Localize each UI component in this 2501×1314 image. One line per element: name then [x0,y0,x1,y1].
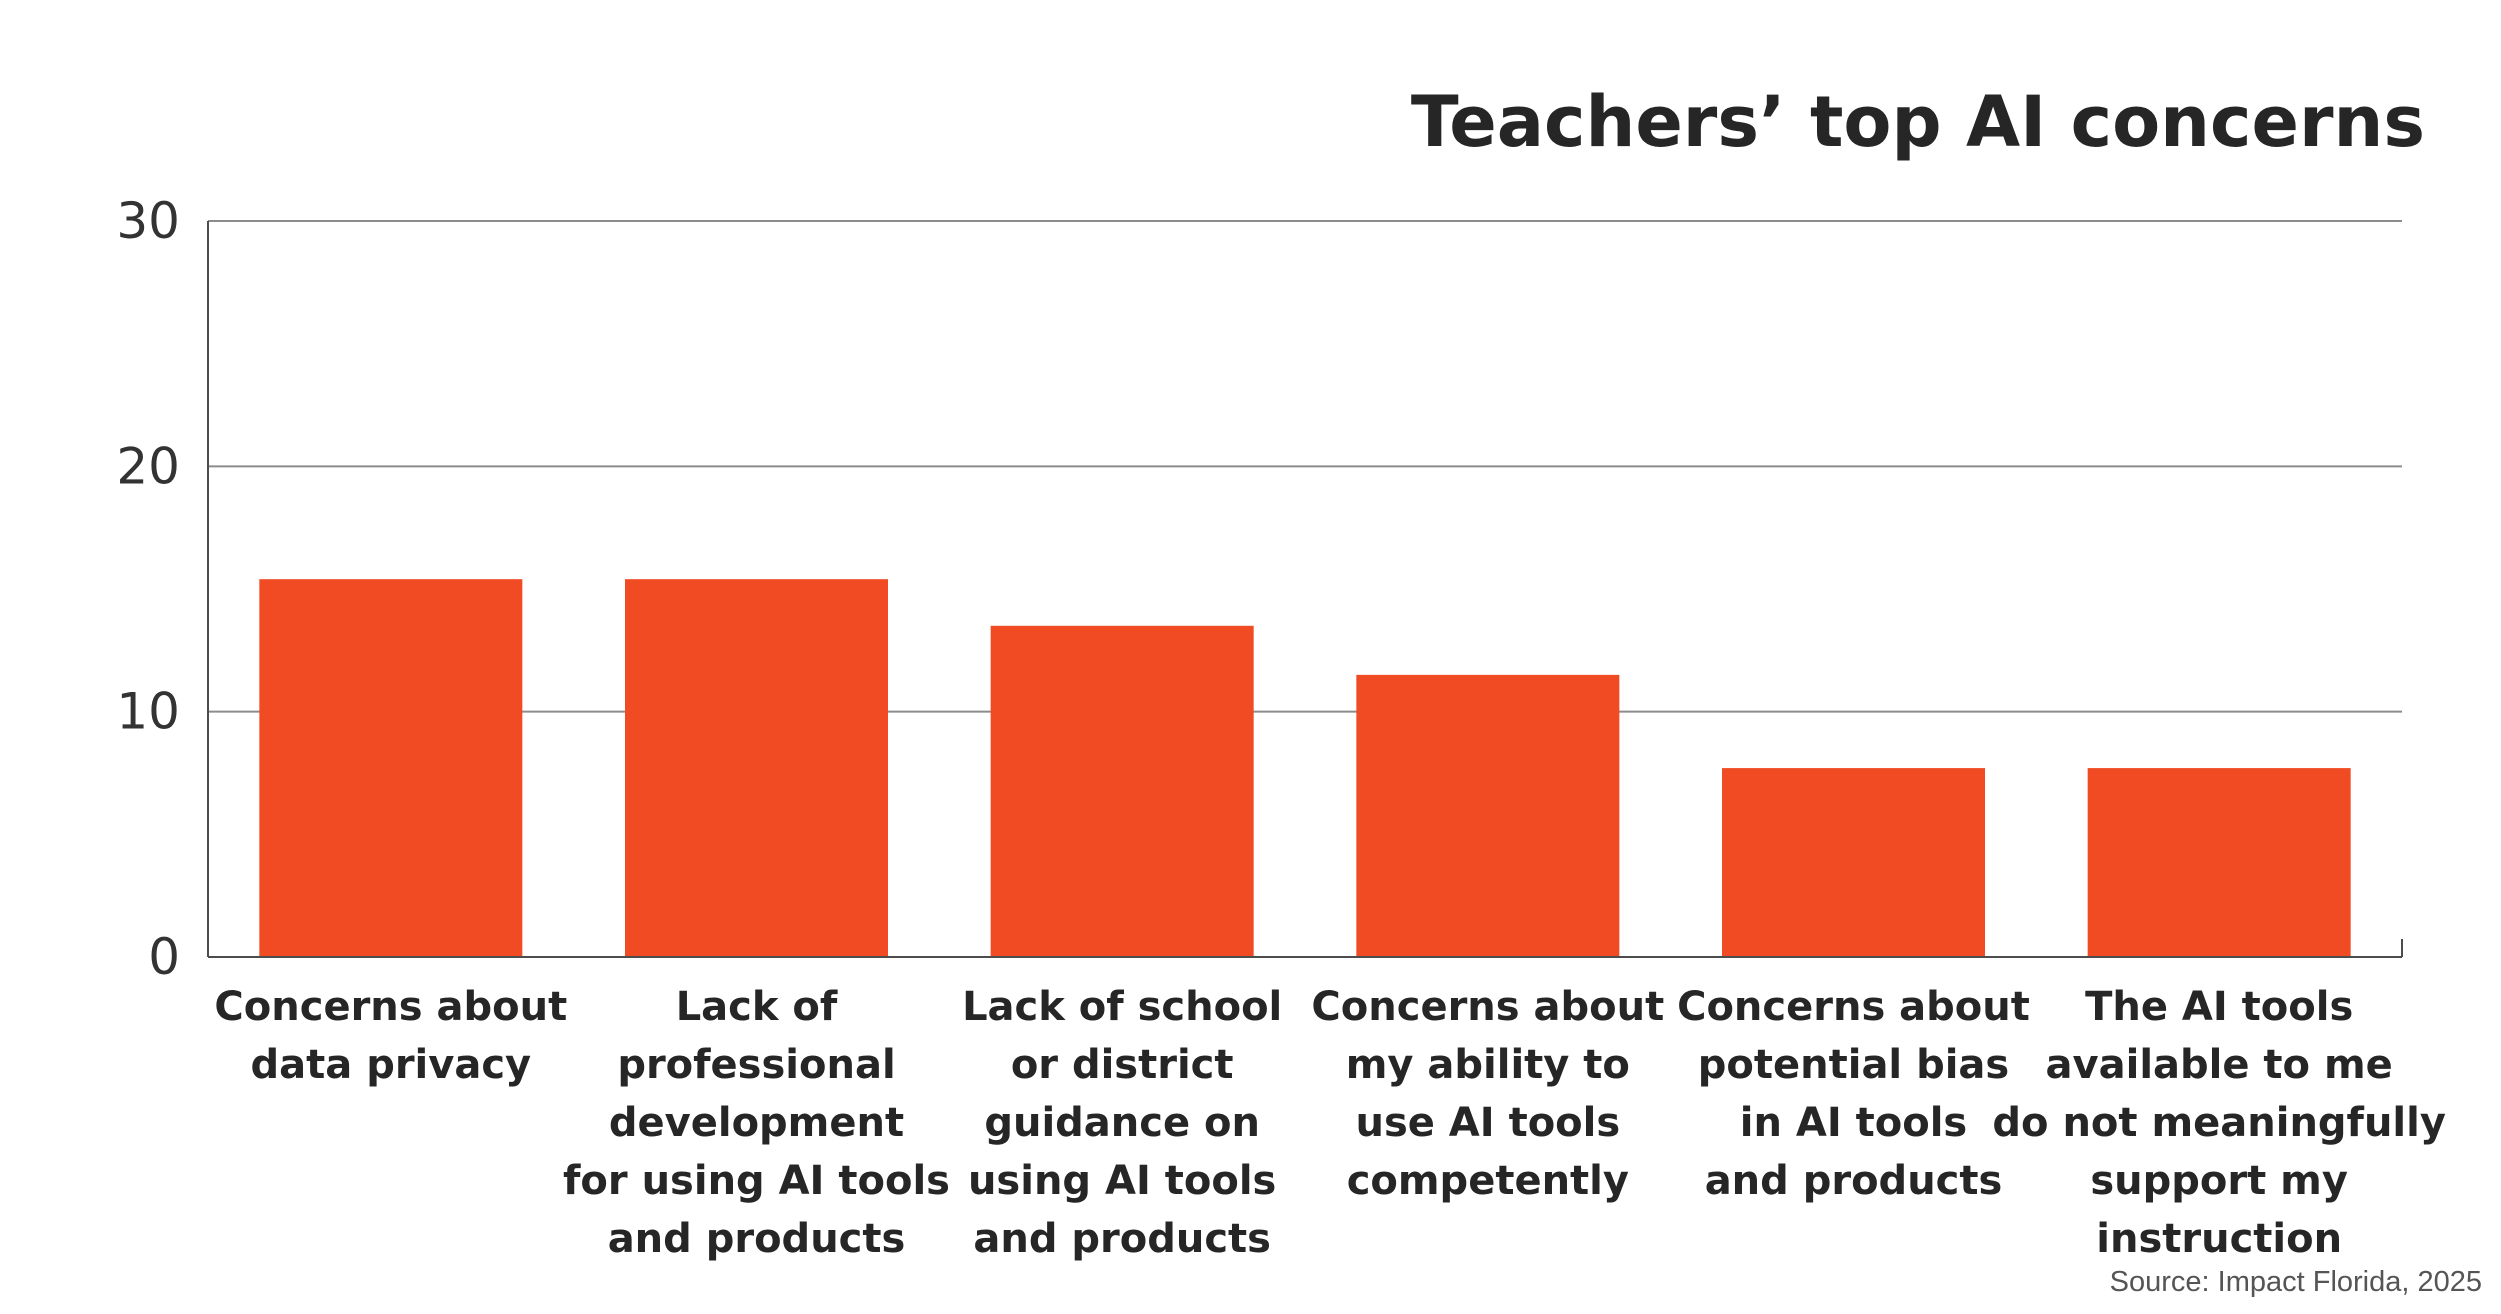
source-note: Source: Impact Florida, 2025 [2110,1266,2482,1298]
x-tick-label: Lack of school or district guidance on usin… [962,984,1282,1262]
x-tick-label: The AI tools available to me do not meanin… [1992,984,2446,1262]
bars [259,579,2351,957]
chart-title: Teachers’ top AI concerns [1411,81,2425,163]
bar [990,625,1254,957]
x-tick-label: Concerns about my ability to use AI tools c… [1311,984,1664,1204]
y-tick-label: 0 [148,928,180,986]
y-tick-label: 20 [116,437,180,495]
bar [625,579,888,957]
bar [2087,768,2351,957]
bar [1722,768,1985,957]
y-tick-label: 30 [116,192,180,250]
x-tick-label: Concerns about potential bias in AI tools a… [1677,984,2030,1204]
bar [1356,674,1620,957]
axes [207,221,2403,958]
bar [259,579,523,957]
y-tick-label: 10 [116,683,180,741]
y-axis-ticks: 0 10 20 30 [116,192,180,986]
gridlines [208,220,2402,713]
x-tick-label: Lack of professional development for using … [563,984,950,1262]
x-tick-label: Concerns about data privacy [214,984,567,1088]
